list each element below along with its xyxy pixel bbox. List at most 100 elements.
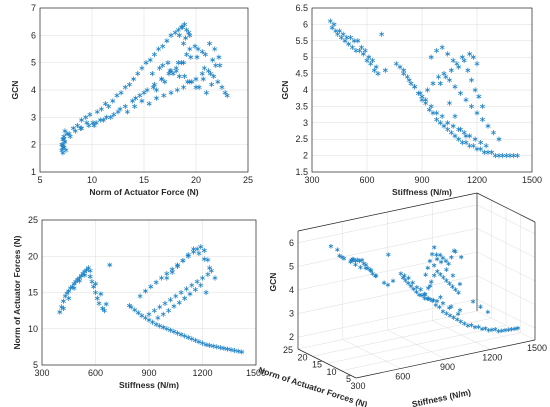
x-tick-label: 1200 bbox=[467, 175, 487, 185]
data-point bbox=[110, 98, 116, 104]
x-axis-label: Norm of Actuator Force (N) bbox=[89, 187, 198, 197]
data-point bbox=[434, 110, 440, 116]
data-point bbox=[400, 275, 406, 280]
y-axis-label: GCN bbox=[10, 81, 20, 100]
data-point bbox=[342, 38, 348, 44]
data-point bbox=[470, 299, 476, 304]
data-point bbox=[485, 123, 491, 129]
data-point bbox=[169, 269, 175, 275]
scatter-panel-bottom-left: 300 600 900 1200 1500 5 10 15 20 25 Stiffness (N/m… bbox=[12, 215, 266, 390]
data-point bbox=[182, 295, 188, 301]
data-point bbox=[425, 87, 430, 93]
z-tick-label: 5 bbox=[289, 261, 294, 271]
data-point bbox=[178, 289, 184, 296]
y-tick-label: 4 bbox=[303, 85, 308, 95]
data-point bbox=[176, 300, 182, 306]
data-point bbox=[465, 67, 471, 73]
data-point bbox=[489, 149, 495, 155]
data-point bbox=[453, 249, 458, 254]
data-point bbox=[171, 329, 177, 335]
data-point bbox=[57, 309, 63, 315]
data-point bbox=[452, 133, 458, 139]
data-point bbox=[192, 287, 198, 293]
scatter-panel-top-right: 300 600 900 1200 1500 1.5 2 2.5 3 3.5 4 4.5 5 5.5 6 6.5… bbox=[280, 3, 542, 197]
x-tick-label: 300 bbox=[350, 381, 365, 391]
data-point bbox=[193, 76, 199, 82]
y-tick-label: 15 bbox=[312, 360, 322, 370]
data-point bbox=[428, 103, 434, 109]
data-point bbox=[122, 84, 128, 90]
data-point bbox=[338, 34, 344, 41]
data-point bbox=[189, 79, 195, 85]
data-point bbox=[454, 61, 460, 67]
y-tick-label: 15 bbox=[28, 288, 38, 298]
data-point bbox=[199, 71, 205, 77]
data-point bbox=[429, 251, 435, 257]
y-tick-label: 5 bbox=[33, 360, 38, 370]
data-point bbox=[427, 283, 433, 289]
data-point bbox=[124, 109, 130, 115]
data-point bbox=[423, 97, 429, 103]
x-tick-label: 300 bbox=[34, 368, 49, 378]
data-point bbox=[437, 120, 443, 126]
z-tick-label: 6 bbox=[289, 238, 294, 248]
y-tick-label: 25 bbox=[28, 215, 38, 225]
data-point bbox=[98, 106, 104, 112]
data-point bbox=[162, 300, 168, 306]
data-point bbox=[458, 319, 463, 324]
data-point bbox=[61, 136, 67, 142]
x-axis-label: Stiffness (N/m) bbox=[392, 187, 452, 197]
back-wall-gridline bbox=[297, 204, 478, 244]
data-point bbox=[414, 285, 420, 290]
data-point bbox=[146, 311, 152, 317]
data-point bbox=[456, 290, 461, 295]
data-point bbox=[189, 336, 195, 342]
y-tick-label: 3.5 bbox=[295, 101, 308, 111]
data-point bbox=[103, 301, 109, 307]
data-point bbox=[216, 54, 222, 60]
data-point bbox=[185, 79, 191, 85]
data-point bbox=[178, 331, 184, 338]
data-point bbox=[433, 302, 439, 308]
axes-frame bbox=[311, 7, 533, 173]
data-point bbox=[157, 304, 163, 310]
data-point bbox=[93, 281, 98, 287]
x-tick-label: 1500 bbox=[522, 175, 542, 185]
data-point bbox=[182, 73, 188, 79]
data-point bbox=[200, 275, 205, 281]
data-point bbox=[193, 84, 199, 90]
data-point bbox=[171, 303, 177, 309]
data-point bbox=[62, 128, 68, 134]
data-point bbox=[76, 278, 82, 284]
data-point bbox=[111, 112, 117, 118]
data-point bbox=[87, 273, 93, 280]
data-point bbox=[98, 291, 104, 297]
data-point bbox=[187, 79, 193, 85]
data-point bbox=[212, 46, 218, 52]
data-point bbox=[107, 262, 113, 268]
data-point bbox=[341, 256, 347, 261]
data-point bbox=[436, 74, 441, 80]
data-point bbox=[185, 334, 191, 341]
data-point bbox=[328, 243, 334, 249]
data-point bbox=[151, 308, 157, 314]
data-point bbox=[172, 30, 178, 36]
data-point bbox=[147, 57, 153, 63]
data-point bbox=[435, 269, 440, 274]
data-point bbox=[128, 304, 134, 310]
data-point bbox=[208, 71, 214, 77]
data-point bbox=[151, 51, 157, 58]
y-tick-label: 2 bbox=[31, 140, 36, 150]
data-point bbox=[176, 32, 182, 38]
data-point bbox=[412, 84, 418, 90]
x-axis-label: Stiffness (N/m) bbox=[411, 387, 472, 407]
data-point bbox=[122, 103, 128, 109]
data-point bbox=[431, 297, 436, 303]
data-point bbox=[335, 31, 341, 37]
data-point bbox=[167, 327, 173, 333]
x-tick-label: 15 bbox=[139, 175, 149, 185]
data-point bbox=[168, 68, 174, 74]
data-point bbox=[74, 122, 80, 129]
data-point bbox=[368, 61, 374, 67]
data-point bbox=[183, 35, 189, 41]
